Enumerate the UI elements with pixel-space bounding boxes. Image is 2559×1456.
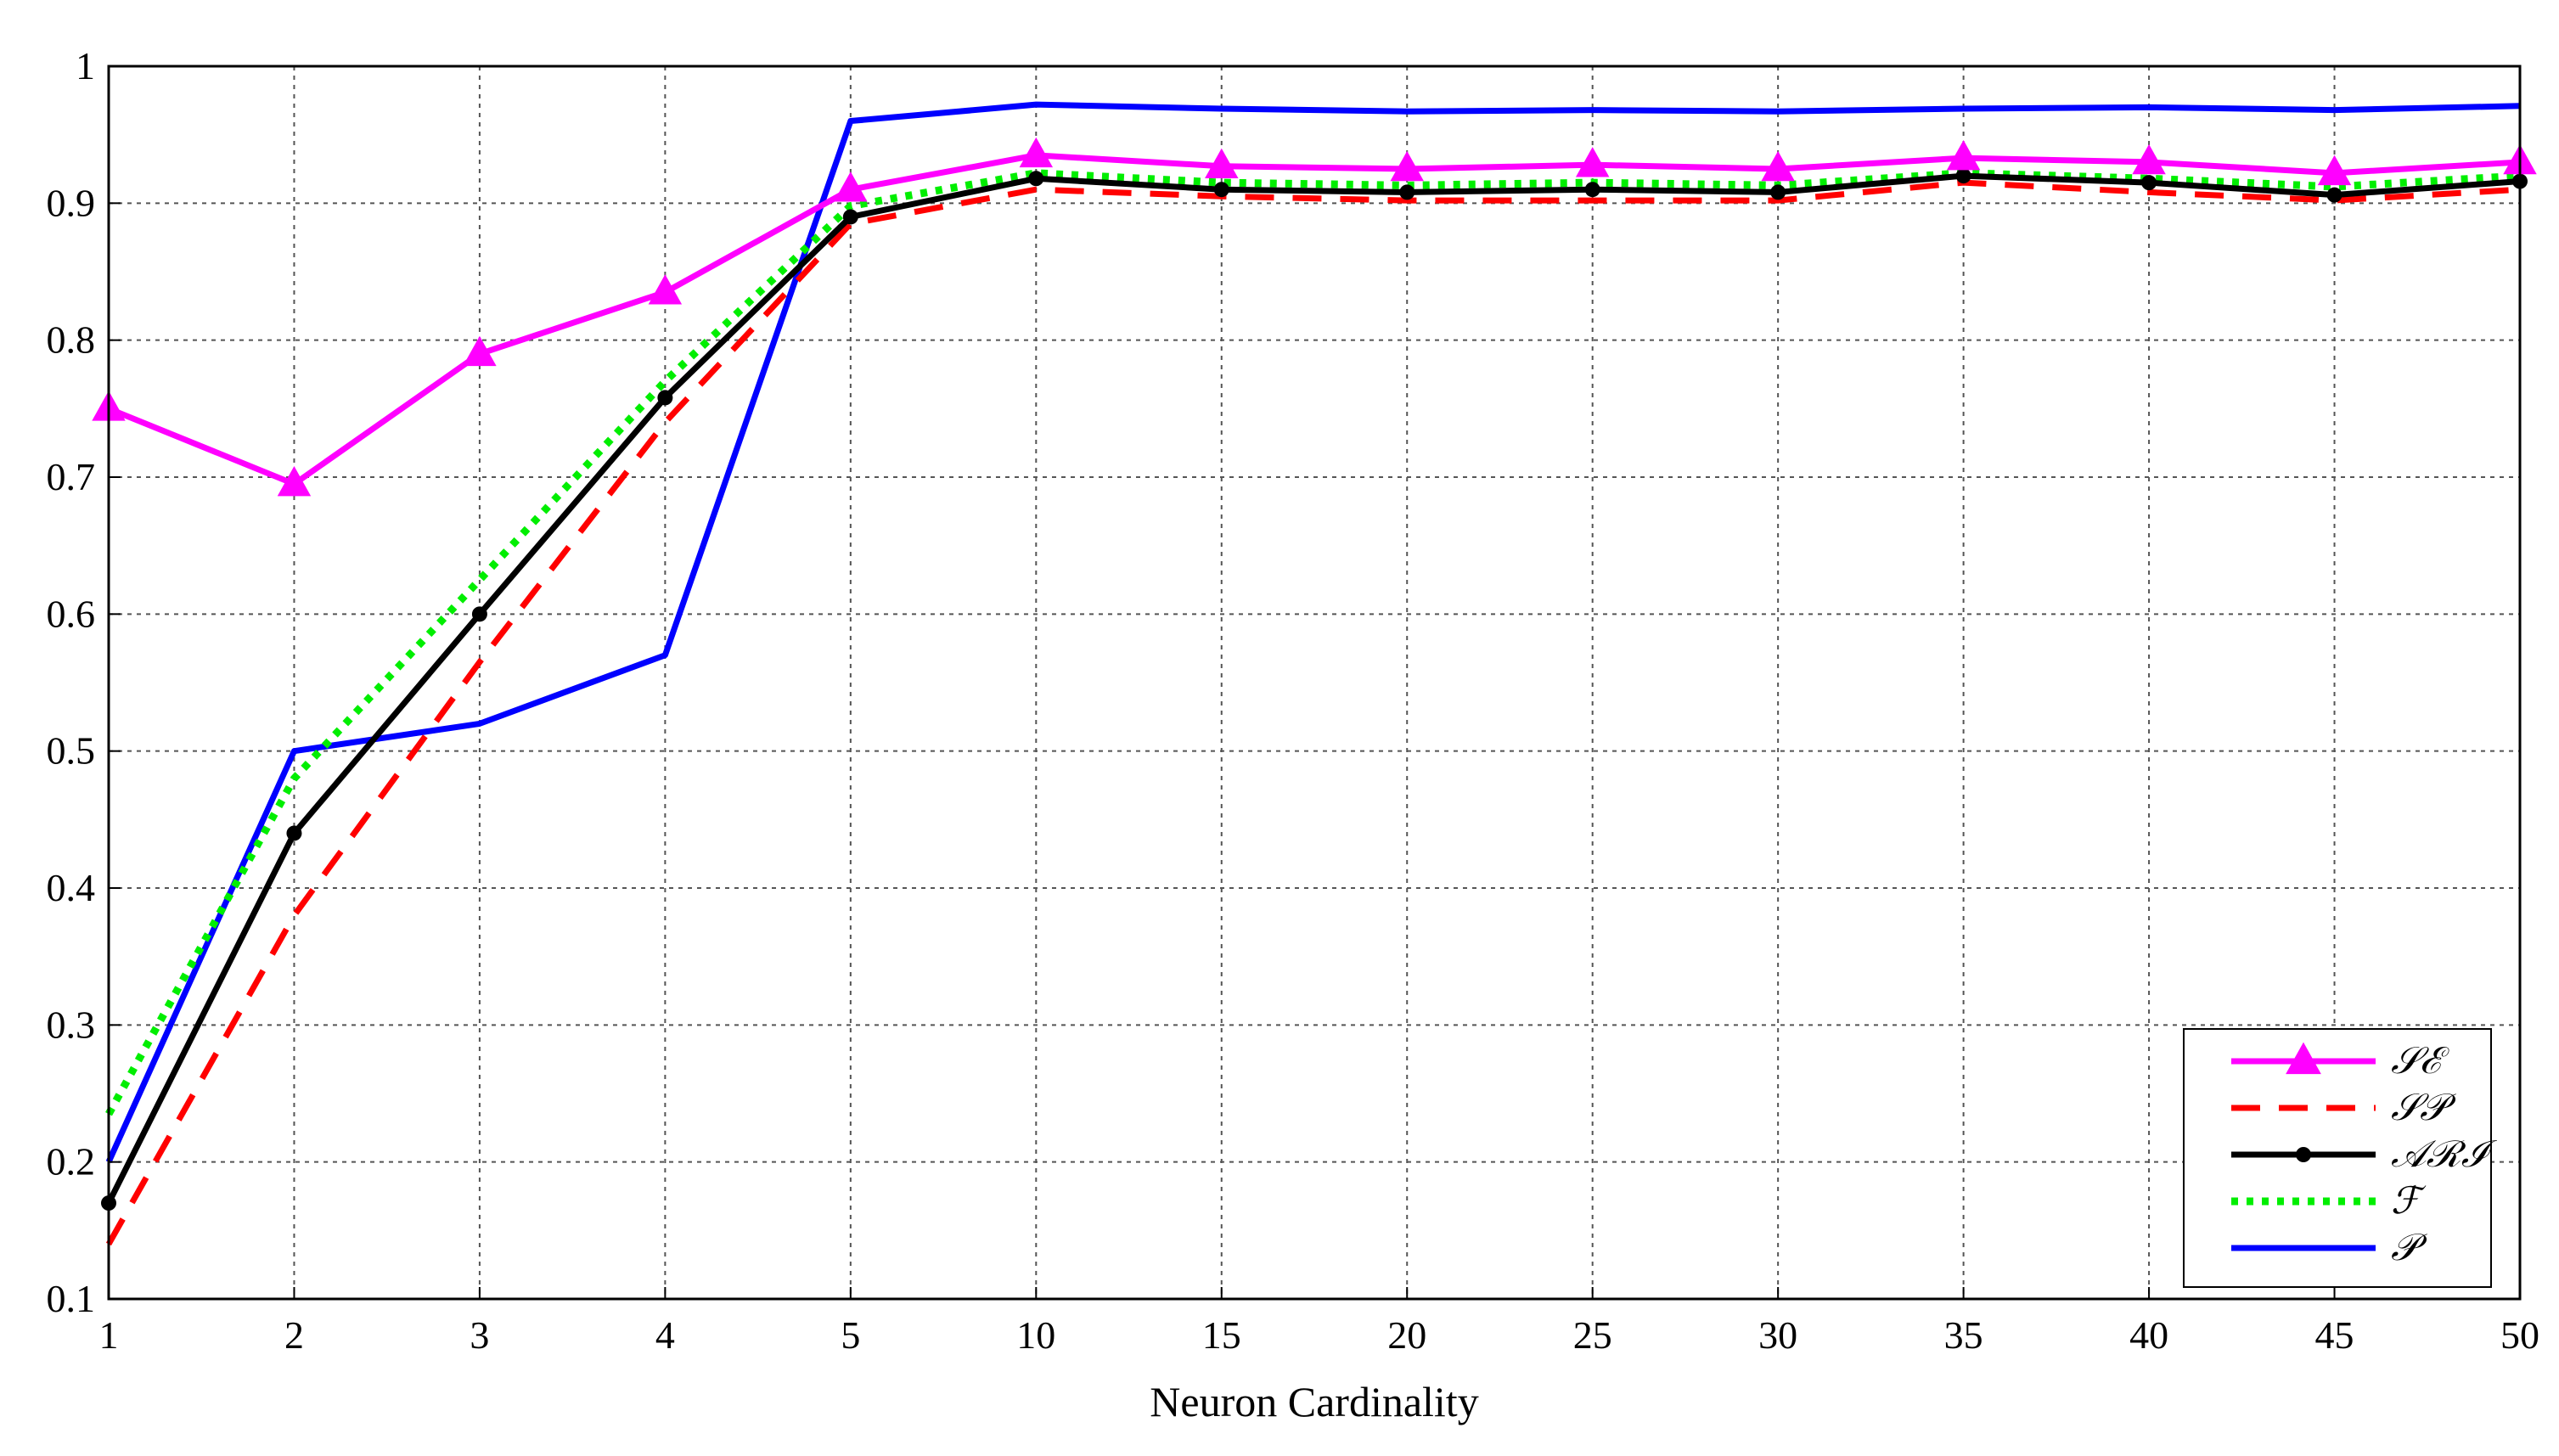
data-point <box>842 209 858 225</box>
legend-label: 𝒮ℰ <box>2391 1040 2450 1082</box>
x-tick-label: 10 <box>1016 1313 1055 1357</box>
x-tick-label: 30 <box>1758 1313 1797 1357</box>
data-point <box>2326 187 2342 203</box>
data-point <box>1955 168 1971 184</box>
x-tick-label: 2 <box>284 1313 304 1357</box>
tick-labels: 1 2 3 4 5 10 15 20 25 30 35 40 45 500.10.20.30.40.50.… <box>47 44 2540 1357</box>
series-4 <box>105 101 2521 1164</box>
series-layer <box>92 101 2537 1246</box>
x-tick-label: 50 <box>2500 1313 2539 1357</box>
legend-marker <box>2286 1042 2321 1075</box>
y-tick-label: 0.5 <box>47 729 96 773</box>
series-1 <box>105 179 2521 1246</box>
plot-frame <box>107 65 2522 1301</box>
x-tick-label: 5 <box>841 1313 860 1357</box>
data-point <box>471 606 487 622</box>
legend-label: 𝒜ℛℐ <box>2391 1133 2498 1175</box>
legend-item: 𝒮𝒫 <box>2231 1087 2456 1128</box>
data-point <box>1019 137 1054 168</box>
y-tick-label: 0.4 <box>47 866 96 909</box>
x-tick-label: 4 <box>655 1313 675 1357</box>
x-tick-label: 35 <box>1944 1313 1983 1357</box>
series-line <box>105 179 2521 1246</box>
y-tick-label: 0.1 <box>47 1277 96 1320</box>
data-point <box>1770 184 1786 200</box>
y-tick-label: 0.3 <box>47 1003 96 1046</box>
series-line <box>105 101 2521 1164</box>
y-tick-label: 0.2 <box>47 1140 96 1183</box>
x-tick-label: 25 <box>1573 1313 1612 1357</box>
grid <box>109 66 2520 1299</box>
x-axis-title: Neuron Cardinality <box>1150 1378 1478 1425</box>
x-tick-label: 45 <box>2315 1313 2354 1357</box>
data-point <box>1584 182 1600 198</box>
y-tick-label: 0.8 <box>47 318 96 362</box>
data-point <box>1028 171 1044 187</box>
data-point <box>2317 155 2352 186</box>
data-point <box>2132 143 2166 175</box>
data-point <box>277 465 312 497</box>
y-tick-label: 0.9 <box>47 181 96 224</box>
series-3 <box>105 169 2521 1116</box>
legend-marker <box>2296 1147 2311 1162</box>
y-tick-label: 0.6 <box>47 592 96 635</box>
x-tick-label: 20 <box>1387 1313 1426 1357</box>
data-point <box>648 274 683 305</box>
y-tick-label: 1 <box>76 44 95 87</box>
data-point <box>1761 150 1795 182</box>
series-line <box>105 169 2521 1116</box>
data-point <box>1205 148 1239 179</box>
data-point <box>463 335 497 367</box>
data-point <box>1213 182 1229 198</box>
data-point <box>1946 140 1981 171</box>
legend-item: 𝒜ℛℐ <box>2231 1133 2498 1175</box>
y-tick-label: 0.7 <box>47 455 96 498</box>
x-tick-label: 3 <box>470 1313 489 1357</box>
data-point <box>1399 184 1415 200</box>
x-tick-label: 40 <box>2129 1313 2168 1357</box>
x-tick-label: 1 <box>99 1313 119 1357</box>
series-2 <box>101 168 2528 1211</box>
data-point <box>834 171 868 202</box>
data-point <box>2141 175 2157 191</box>
series-line <box>107 152 2521 487</box>
legend-box <box>2183 1028 2492 1288</box>
data-point <box>657 390 673 406</box>
data-point <box>1575 147 1610 177</box>
x-tick-label: 15 <box>1202 1313 1241 1357</box>
legend-item: 𝒮ℰ <box>2231 1040 2450 1082</box>
data-point <box>286 825 302 841</box>
legend-label: 𝒮𝒫 <box>2391 1087 2456 1128</box>
series-line <box>105 172 2521 1205</box>
data-point <box>1390 150 1424 182</box>
